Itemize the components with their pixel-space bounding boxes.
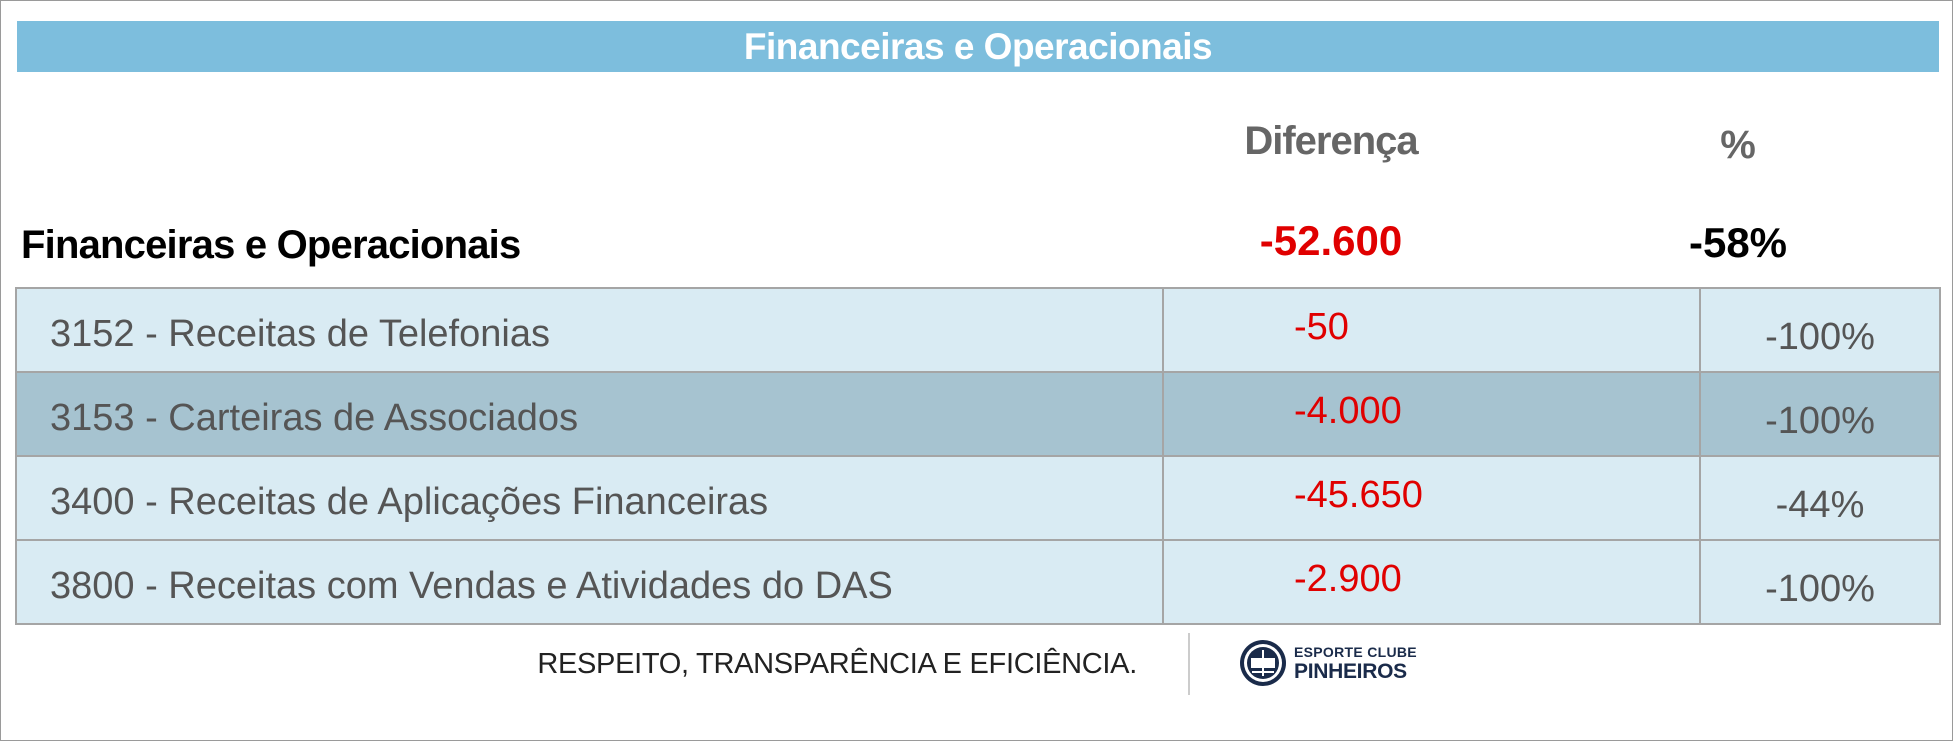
table-row: 3152 - Receitas de Telefonias -50 -100% [15,287,1941,373]
footer-divider [1188,633,1190,695]
row-percent-value: -44% [1699,455,1941,541]
column-header-percent: % [1720,123,1756,167]
summary-percent-value: -58% [1688,219,1788,266]
column-header-diferenca: Diferença [1244,119,1418,163]
row-diff-value: -2.900 [1162,539,1701,625]
row-diff-value: -4.000 [1162,371,1701,457]
title-bar: Financeiras e Operacionais [17,21,1939,72]
row-label: 3153 - Carteiras de Associados [15,371,1164,457]
row-label: 3400 - Receitas de Aplicações Financeira… [15,455,1164,541]
table-row: 3153 - Carteiras de Associados -4.000 -1… [15,371,1941,457]
logo-line2: PINHEIROS [1294,659,1407,683]
detail-table: 3152 - Receitas de Telefonias -50 -100% … [15,287,1941,625]
row-percent-value: -100% [1699,371,1941,457]
summary-diff-value: -52.600 [1259,217,1403,264]
table-row: 3400 - Receitas de Aplicações Financeira… [15,455,1941,541]
row-diff-value: -50 [1162,287,1701,373]
logo-line1: ESPORTE CLUBE [1294,643,1417,660]
page-title: Financeiras e Operacionais [743,25,1213,67]
club-crest-icon [1240,640,1286,686]
club-logo: ESPORTE CLUBE PINHEIROS [1238,638,1417,688]
footer-motto: RESPEITO, TRANSPARÊNCIA E EFICIÊNCIA. [537,648,1137,680]
summary-label: Financeiras e Operacionais [21,223,521,267]
row-percent-value: -100% [1699,287,1941,373]
row-percent-value: -100% [1699,539,1941,625]
row-label: 3800 - Receitas com Vendas e Atividades … [15,539,1164,625]
row-label: 3152 - Receitas de Telefonias [15,287,1164,373]
table-row: 3800 - Receitas com Vendas e Atividades … [15,539,1941,625]
row-diff-value: -45.650 [1162,455,1701,541]
